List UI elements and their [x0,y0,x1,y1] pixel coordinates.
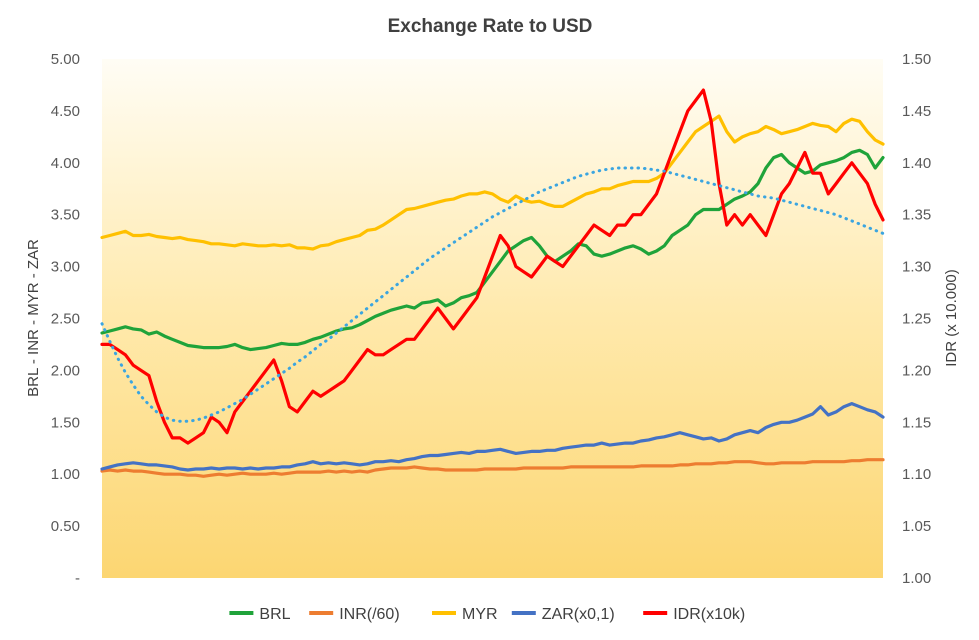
legend-item-inr-60: INR(/60) [309,606,400,623]
right-tick-label: 1.10 [902,466,931,483]
legend-label: BRL [259,606,290,623]
left-axis-label: BRL - INR - MYR - ZAR [25,239,42,397]
legend: BRL INR(/60) MYR ZAR(x0,1) IDR(x10k) [229,606,745,623]
right-tick-label: 1.40 [902,155,931,172]
series-line-brl [100,148,885,352]
left-tick-label: 1.50 [51,414,80,431]
left-tick-label: 2.50 [51,311,80,328]
series-layer [100,88,885,478]
left-tick-label: 0.50 [51,518,80,535]
left-tick-label: 2.00 [51,362,80,379]
legend-item-brl: BRL [229,606,291,623]
right-axis-ticks: 1.00 1.05 1.10 1.15 1.20 1.25 1.30 1.35 1.40 1.45… [902,51,931,587]
right-tick-label: 1.25 [902,311,931,328]
right-tick-label: 1.00 [902,570,931,587]
left-tick-label: 4.00 [51,155,80,172]
legend-label: IDR(x10k) [673,606,745,623]
right-tick-label: 1.15 [902,414,931,431]
legend-item-zar-x0-1: ZAR(x0,1) [511,606,615,623]
right-tick-label: 1.50 [902,51,931,68]
legend-item-idr-x10k: IDR(x10k) [643,606,745,623]
left-tick-label: 3.00 [51,259,80,276]
series-line-idr-x10k [100,88,885,445]
chart-title: Exchange Rate to USD [388,16,593,37]
left-tick-label: 4.50 [51,103,80,120]
right-tick-label: 1.35 [902,207,931,224]
series-line-zar-x0-1 [100,402,885,472]
legend-item-myr: MYR [432,606,498,623]
right-tick-label: 1.30 [902,259,931,276]
left-axis-ticks: - 0.50 1.00 1.50 2.00 2.50 3.00 3.50 4.00 4.50 5.0… [51,51,80,587]
series-line-myr [100,114,885,251]
right-tick-label: 1.45 [902,103,931,120]
right-axis-label: IDR (x 10.000) [943,269,960,367]
legend-label: MYR [462,606,498,623]
plot-area [102,59,883,578]
legend-label: ZAR(x0,1) [542,606,615,623]
left-tick-label: - [75,570,80,587]
left-tick-label: 3.50 [51,207,80,224]
right-tick-label: 1.20 [902,362,931,379]
left-tick-label: 1.00 [51,466,80,483]
left-tick-label: 5.00 [51,51,80,68]
right-tick-label: 1.05 [902,518,931,535]
legend-label: INR(/60) [339,606,399,623]
series-line-inr-60 [100,458,885,478]
series-line-idr-trend [100,166,885,423]
